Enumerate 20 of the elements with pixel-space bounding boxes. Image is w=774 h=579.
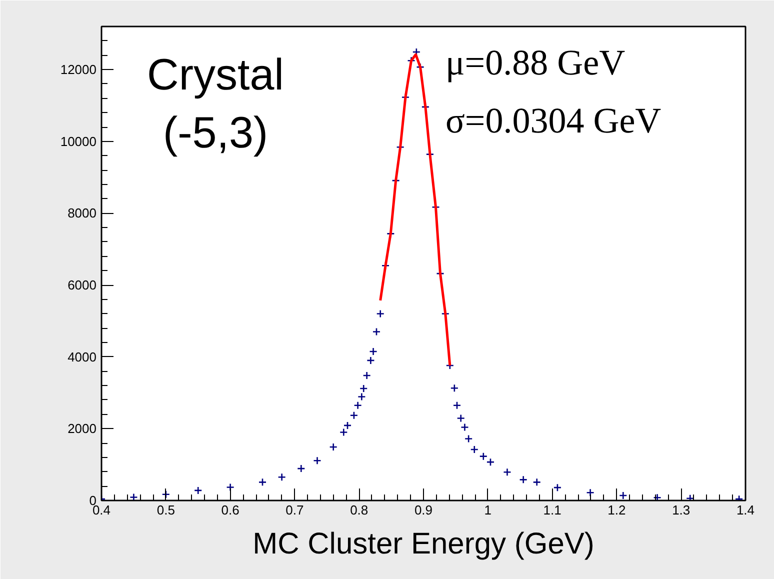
x-tick-label: 0.7 — [286, 502, 304, 518]
x-axis-title: MC Cluster Energy (GeV) — [252, 528, 594, 560]
x-tick-label: 1 — [484, 502, 492, 518]
x-tick-label: 0.9 — [414, 502, 433, 518]
x-tick-label: 0.8 — [350, 502, 368, 518]
x-tick-label: 1.1 — [543, 502, 562, 518]
annotation: Crystal (-5,3) — [147, 50, 284, 158]
x-tick-label: 1.2 — [608, 502, 626, 518]
x-tick-label: 1.4 — [736, 502, 755, 518]
annotation: σ=0.0304 GeV — [446, 100, 662, 140]
y-tick-label: 12000 — [60, 62, 97, 78]
x-tick-label: 0.5 — [156, 502, 175, 518]
annotation: μ=0.88 GeV — [446, 42, 626, 82]
x-tick-label: 0.6 — [221, 502, 240, 518]
y-tick-label: 2000 — [68, 421, 96, 436]
x-tick-label: 1.3 — [672, 502, 690, 518]
y-tick-label: 8000 — [68, 206, 96, 221]
y-tick-label: 4000 — [68, 349, 96, 364]
y-tick-label: 10000 — [60, 134, 97, 149]
y-tick-label: 6000 — [68, 278, 96, 293]
